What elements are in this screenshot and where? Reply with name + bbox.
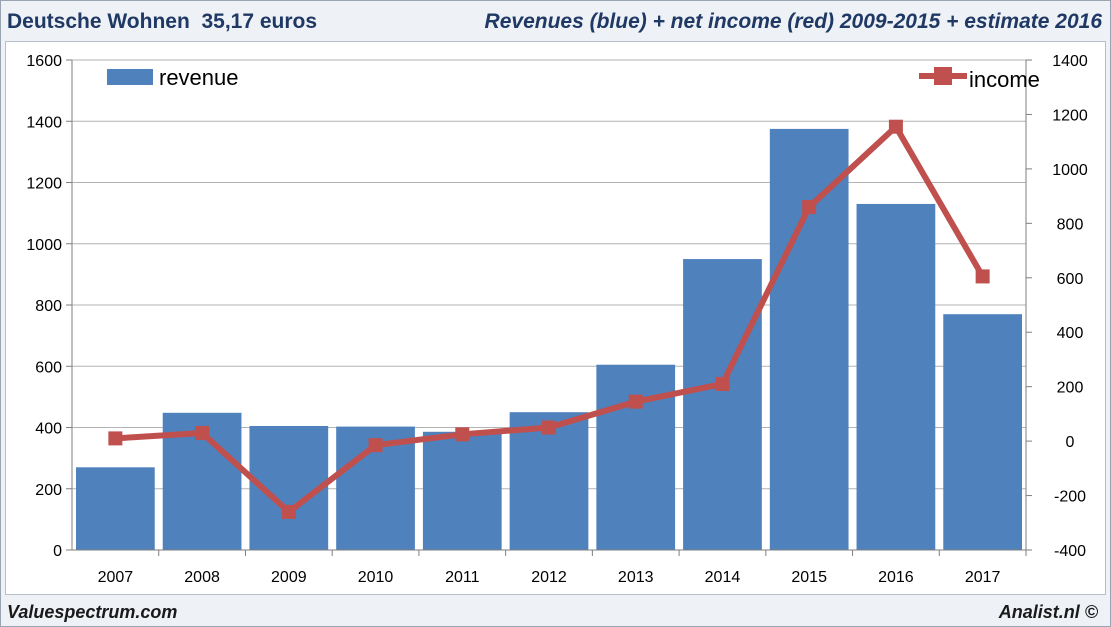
footer-credit: Analist.nl © (998, 602, 1098, 622)
left-tick-label: 400 (35, 421, 62, 438)
revenue-bar (76, 467, 155, 550)
plot-panel: 0 200 400 600 800 1000 1200 1400 1600 -400 -200 0 20… (5, 41, 1106, 595)
left-tick-label: 1600 (26, 53, 62, 70)
left-tick-label: 1200 (26, 176, 62, 193)
income-marker (802, 200, 817, 214)
x-tick-label: 2011 (445, 569, 480, 586)
income-marker (715, 376, 730, 391)
right-tick-label: 200 (1057, 380, 1084, 397)
right-tick-label: -400 (1054, 543, 1086, 560)
income-marker (628, 394, 643, 409)
x-tick-label: 2016 (878, 569, 914, 586)
x-tick-label: 2008 (184, 569, 220, 586)
footer-source: Valuespectrum.com (7, 602, 178, 622)
combo-chart: 0 200 400 600 800 1000 1200 1400 1600 -400 -200 0 20… (26, 53, 1088, 586)
revenue-legend-swatch (107, 69, 153, 85)
revenue-bar (509, 412, 589, 550)
x-tick-label: 2015 (791, 569, 827, 586)
income-marker (542, 420, 556, 435)
income-marker (108, 431, 123, 446)
company-title: Deutsche Wohnen 35,17 euros (7, 10, 318, 33)
revenue-bar (943, 314, 1022, 550)
income-marker (975, 269, 990, 284)
income-marker (888, 119, 903, 134)
right-tick-label: -200 (1054, 489, 1086, 506)
left-tick-label: 1400 (26, 114, 62, 131)
revenue-bar (769, 128, 849, 550)
revenue-legend-label: revenue (159, 65, 239, 90)
x-tick-label: 2007 (98, 569, 134, 586)
income-legend-label: income (969, 67, 1040, 92)
x-tick-label: 2009 (271, 569, 307, 586)
income-marker (368, 438, 383, 453)
right-tick-label: 1400 (1052, 53, 1088, 70)
revenue-bar (596, 364, 676, 550)
income-marker (455, 427, 470, 442)
x-tick-label: 2012 (531, 569, 567, 586)
left-tick-label: 600 (35, 359, 62, 376)
right-tick-label: 1200 (1052, 107, 1088, 124)
x-tick-label: 2010 (358, 569, 394, 586)
chart-title: Revenues (blue) + net income (red) 2009-… (484, 10, 1102, 33)
right-tick-label: 1000 (1052, 162, 1088, 179)
x-tick-label: 2014 (705, 569, 741, 586)
left-tick-label: 800 (35, 298, 62, 315)
right-tick-label: 400 (1057, 325, 1084, 342)
income-marker (281, 504, 296, 519)
left-tick-label: 200 (35, 482, 62, 499)
revenue-bar (856, 203, 936, 550)
revenue-bar (422, 431, 502, 550)
left-tick-label: 1000 (26, 237, 62, 254)
right-tick-label: 0 (1066, 434, 1075, 451)
income-marker (195, 425, 210, 440)
x-tick-label: 2017 (965, 569, 1001, 586)
right-tick-label: 600 (1057, 271, 1084, 288)
income-legend-marker (934, 67, 952, 85)
left-tick-label: 0 (53, 543, 62, 560)
right-tick-label: 800 (1057, 216, 1084, 233)
revenue-bar (683, 259, 762, 550)
x-tick-label: 2013 (618, 569, 654, 586)
